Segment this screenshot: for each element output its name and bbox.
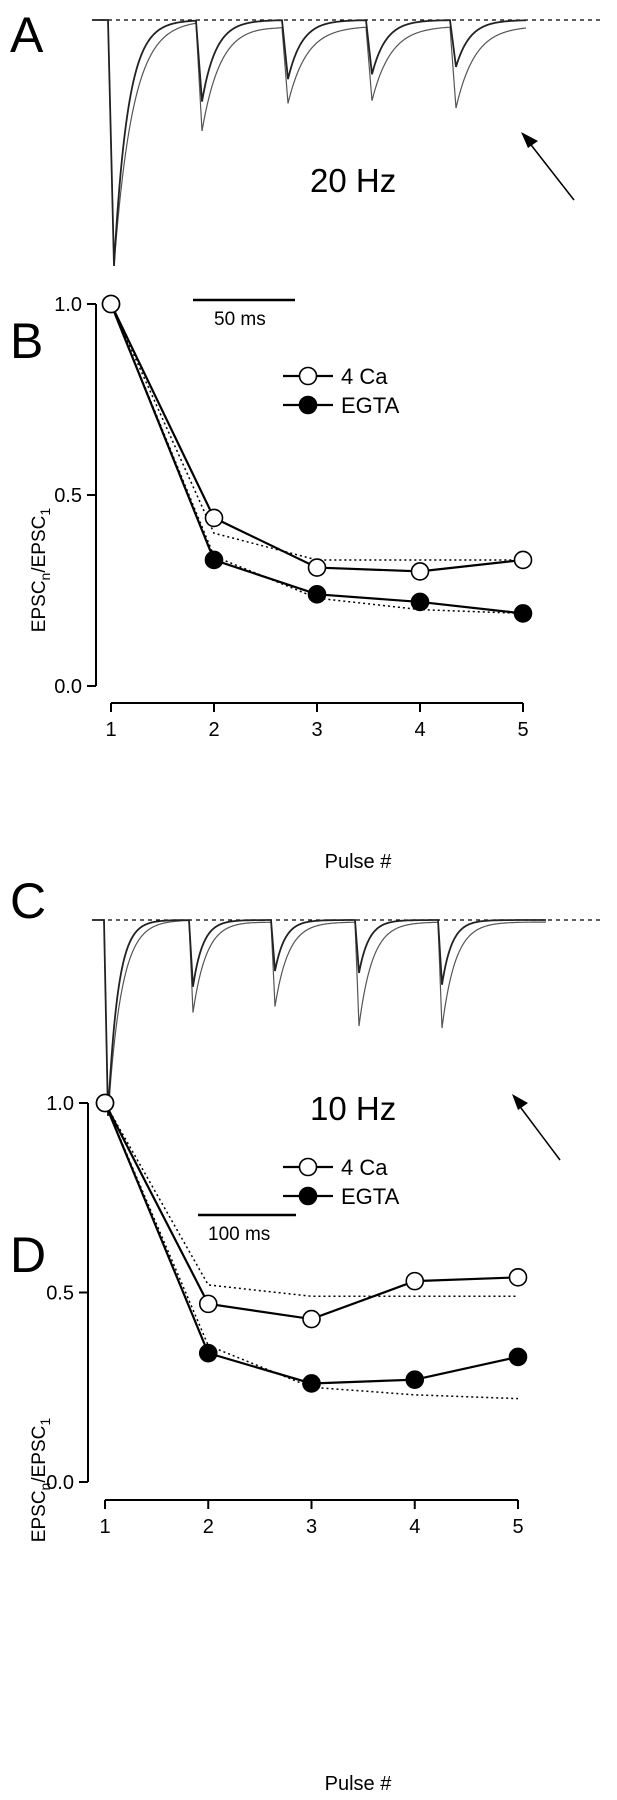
- panel-d-y-axis-label: EPSCn/EPSC1: [29, 1418, 53, 1543]
- panel-a-frequency-label: 20 Hz: [310, 162, 396, 199]
- panel-d-point-egta: [198, 1343, 218, 1363]
- panel-d-series-line-egta: [103, 1102, 519, 1385]
- panel-d-legend-marker: [298, 1157, 318, 1177]
- panel-c-arrowhead: [512, 1094, 528, 1110]
- panel-d-x-tick-label: 3: [306, 1516, 317, 1538]
- panel-a-trace-egta: [92, 19, 526, 267]
- panel-d-plot-area: 0.0 0.5 1.0 1 2 3 4 5 4 Ca EGTA: [46, 1093, 528, 1538]
- panel-b-legend-label: 4 Ca: [341, 364, 388, 389]
- panel-b-y-axis-label: EPSCn/EPSC1: [29, 508, 53, 633]
- panel-b-y-tick-label: 1.0: [54, 294, 82, 316]
- panel-d-fit-line-2: [104, 1102, 519, 1400]
- panel-b-x-tick-label: 4: [414, 719, 425, 741]
- panel-d-legend-marker: [298, 1186, 318, 1206]
- panel-d-x-tick-label: 4: [409, 1516, 420, 1538]
- panel-b-point-egta: [410, 592, 430, 612]
- panel-d-point-egta: [405, 1370, 425, 1389]
- panel-d-series-line-ca: [104, 1102, 519, 1321]
- panel-d-point-ca: [302, 1309, 321, 1329]
- panel-c-trace-group: [92, 919, 546, 1117]
- panel-b-x-tick-label: 1: [105, 719, 116, 741]
- panel-d-point-egta: [302, 1374, 321, 1393]
- panel-b-point-ca: [307, 558, 327, 577]
- panel-c-scale-bar-label: 100 ms: [208, 1224, 270, 1245]
- panel-b-point-egta: [307, 585, 327, 604]
- panel-d-letter: D: [10, 1227, 46, 1283]
- panel-d-point-ca: [405, 1271, 425, 1291]
- panel-a-trace-ca: [92, 19, 527, 267]
- panel-c-letter: C: [10, 873, 46, 929]
- panel-d-point-ca: [508, 1268, 528, 1287]
- panel-d-point-ca: [95, 1093, 115, 1113]
- panel-a-scale-bar-label: 50 ms: [214, 309, 266, 330]
- panel-b-letter: B: [10, 313, 43, 369]
- panel-c-trace-ca: [92, 919, 546, 1117]
- panel-b-point-ca: [101, 294, 121, 314]
- panel-b-x-tick-label: 3: [311, 719, 322, 741]
- panel-b-point-egta: [513, 604, 533, 623]
- panel-b-point-ca: [204, 508, 224, 528]
- panel-b-plot-area: 0.0 0.5 1.0 1 2 3 4 5 4 Ca EGTA: [54, 294, 533, 741]
- panel-a-letter: A: [10, 7, 44, 63]
- panel-d-x-axis-label: Pulse #: [325, 1773, 393, 1795]
- panel-d-plot: D EPSCn/EPSC1 0.0 0.5 1.0 1 2 3 4 5 4 Ca EGTA Pul…: [10, 1093, 528, 1795]
- svg-text:EPSCn/EPSC1: EPSCn/EPSC1: [29, 1418, 53, 1543]
- panel-b-legend-label: EGTA: [341, 393, 400, 418]
- panel-b-point-egta: [204, 550, 224, 570]
- panel-d-x-tick-label: 1: [99, 1516, 110, 1538]
- panel-b-point-ca: [410, 562, 430, 581]
- panel-d-x-tick-label: 2: [203, 1516, 214, 1538]
- panel-b-fit-line-1: [110, 303, 523, 561]
- panel-b-x-tick-label: 2: [208, 719, 219, 741]
- panel-c-frequency-label: 10 Hz: [310, 1090, 396, 1127]
- panel-d-fit-line-1: [104, 1102, 518, 1298]
- panel-b-y-tick-label: 0.5: [54, 485, 82, 507]
- panel-d-legend-label: 4 Ca: [341, 1155, 388, 1180]
- panel-b-x-axis-label: Pulse #: [325, 851, 393, 873]
- panel-c-trace-egta: [92, 919, 546, 1117]
- panel-c-arrow: [517, 1103, 561, 1161]
- panel-b-point-ca: [513, 550, 533, 570]
- panel-b-legend-marker: [298, 366, 318, 386]
- panel-d-point-egta: [508, 1347, 528, 1367]
- panel-d-y-tick-label: 1.0: [46, 1093, 74, 1115]
- panel-b-legend-marker: [298, 395, 318, 415]
- panel-d-legend-label: EGTA: [341, 1184, 400, 1209]
- panel-b-plot: B EPSCn/EPSC1 0.0 0.5 1.0 1 2 3 4 5 4 Ca EGTA Pul…: [10, 294, 533, 873]
- panel-d-x-tick-label: 5: [512, 1516, 523, 1538]
- panel-b-y-tick-label: 0.0: [54, 676, 82, 698]
- panel-a-arrow: [527, 140, 575, 201]
- panel-b-x-tick-label: 5: [517, 719, 528, 741]
- panel-d-point-ca: [198, 1294, 218, 1314]
- panel-a-traces: A 20 Hz 50 ms: [10, 7, 600, 330]
- panel-a-trace-group: [92, 19, 527, 267]
- svg-text:EPSCn/EPSC1: EPSCn/EPSC1: [29, 508, 53, 633]
- panel-a-arrowhead: [521, 132, 538, 148]
- panel-c-traces: C 10 Hz 100 ms: [10, 873, 600, 1245]
- panel-b-series-line-ca: [110, 303, 524, 573]
- panel-d-y-tick-label: 0.0: [46, 1472, 74, 1494]
- panel-d-y-tick-label: 0.5: [46, 1283, 74, 1305]
